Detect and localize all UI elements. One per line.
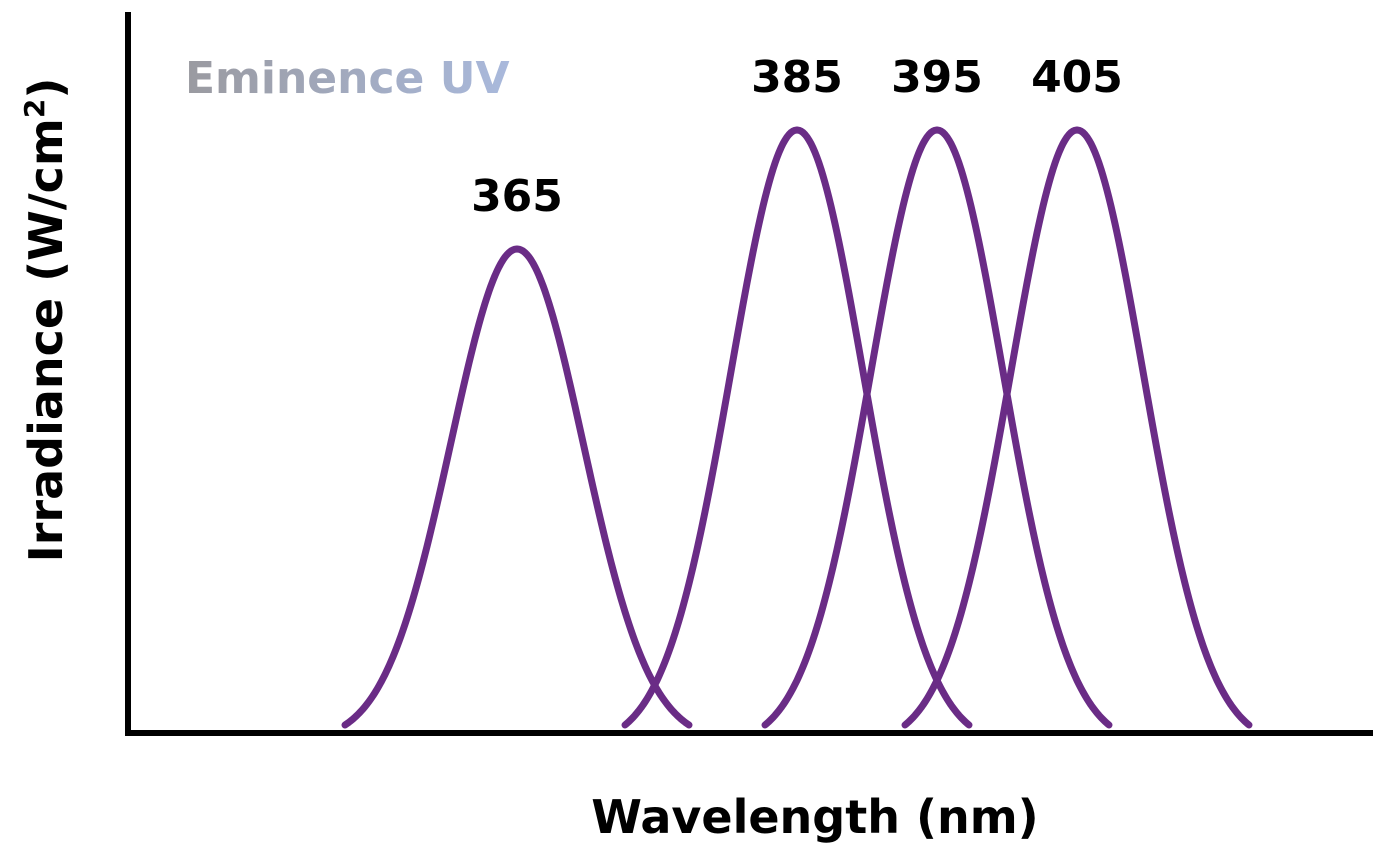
peak-label-365: 365 [471,171,563,222]
y-axis-title-main: Irradiance (W/cm [19,118,73,562]
spectral-curves [341,126,1253,729]
brand-label: Eminence UV [185,53,510,104]
spectrum-curve-405 [901,126,1253,729]
peak-labels: 365 385 395 405 [471,52,1123,222]
peak-label-385: 385 [751,52,843,103]
peak-label-395: 395 [891,52,983,103]
peak-label-405: 405 [1031,52,1123,103]
y-axis-title-close: ) [19,78,73,99]
y-axis-title-superscript: 2 [18,99,51,118]
spectrum-curve-385 [621,126,973,729]
spectrum-curve-365 [341,245,693,729]
spectrum-curve-395 [761,126,1113,729]
y-axis-title: Irradiance (W/cm2) [18,78,73,563]
x-axis-title: Wavelength (nm) [591,790,1038,843]
